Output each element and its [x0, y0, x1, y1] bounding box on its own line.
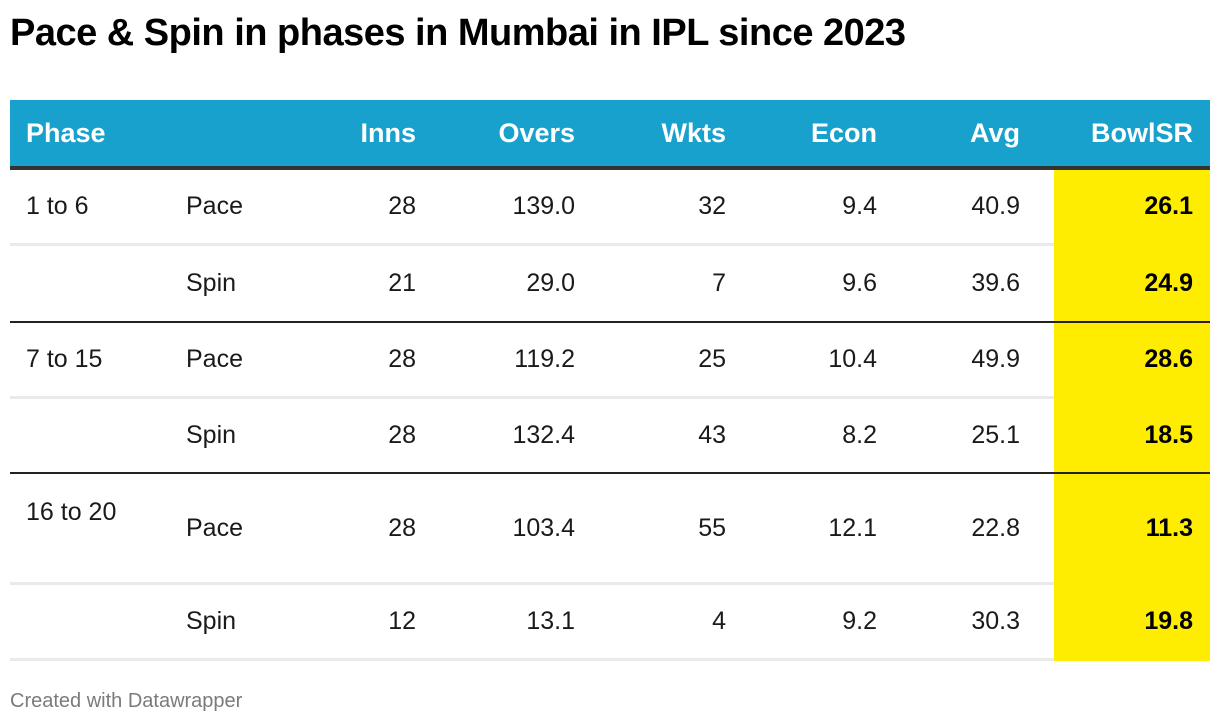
- cell-bowlsr: 11.3: [1145, 514, 1193, 542]
- cell-inns: 28: [388, 345, 416, 373]
- bowlsr-highlight: [1054, 399, 1210, 472]
- cell-econ: 8.2: [842, 421, 877, 449]
- table-row: Spin 28 132.4 43 8.2 25.1 18.5: [10, 399, 1210, 474]
- data-table: Phase Inns Overs Wkts Econ Avg BowlSR 1 …: [10, 100, 1210, 661]
- cell-econ: 10.4: [828, 345, 877, 373]
- cell-bowler-type: Pace: [186, 345, 243, 373]
- table-row: Spin 12 13.1 4 9.2 30.3 19.8: [10, 585, 1210, 661]
- header-wkts[interactable]: Wkts: [661, 118, 726, 148]
- bowlsr-highlight: [1054, 170, 1210, 246]
- cell-wkts: 7: [712, 269, 726, 297]
- cell-overs: 132.4: [512, 421, 575, 449]
- cell-econ: 9.4: [842, 192, 877, 220]
- cell-bowler-type: Spin: [186, 269, 237, 297]
- cell-bowler-type: Pace: [186, 514, 243, 542]
- cell-avg: 49.9: [971, 345, 1020, 373]
- cell-bowlsr: 28.6: [1144, 345, 1193, 373]
- cell-overs: 13.1: [526, 607, 575, 635]
- cell-bowlsr: 24.9: [1144, 269, 1193, 297]
- cell-avg: 39.6: [971, 269, 1020, 297]
- bowlsr-highlight: [1054, 474, 1210, 585]
- cell-inns: 28: [388, 514, 416, 542]
- bowlsr-highlight: [1054, 323, 1210, 399]
- cell-bowler-type: Spin: [186, 421, 237, 449]
- bowlsr-highlight: [1054, 585, 1210, 661]
- cell-bowler-type: Pace: [186, 192, 243, 220]
- cell-wkts: 25: [698, 345, 726, 373]
- cell-inns: 21: [388, 269, 416, 297]
- table-header: Phase Inns Overs Wkts Econ Avg BowlSR: [10, 100, 1210, 170]
- cell-inns: 28: [388, 192, 416, 220]
- cell-phase: 7 to 15: [26, 345, 103, 373]
- credit-footer: Created with Datawrapper: [10, 690, 243, 712]
- cell-wkts: 43: [698, 421, 726, 449]
- cell-bowlsr: 19.8: [1144, 607, 1193, 635]
- cell-bowlsr: 18.5: [1144, 421, 1193, 449]
- cell-avg: 25.1: [971, 421, 1020, 449]
- cell-phase: 1 to 6: [26, 192, 89, 220]
- cell-phase: 16 to 20: [26, 498, 117, 526]
- table-row: 1 to 6 Pace 28 139.0 32 9.4 40.9 26.1: [10, 170, 1210, 246]
- cell-avg: 30.3: [971, 607, 1020, 635]
- cell-overs: 103.4: [512, 514, 575, 542]
- cell-overs: 29.0: [526, 269, 575, 297]
- cell-econ: 9.6: [842, 269, 877, 297]
- cell-bowlsr: 26.1: [1144, 192, 1193, 220]
- cell-wkts: 32: [698, 192, 726, 220]
- chart-title: Pace & Spin in phases in Mumbai in IPL s…: [10, 12, 906, 54]
- cell-overs: 119.2: [514, 345, 575, 373]
- bowlsr-highlight: [1054, 246, 1210, 321]
- header-bowlsr[interactable]: BowlSR: [1090, 118, 1193, 148]
- cell-bowler-type: Spin: [186, 607, 237, 635]
- table-row: 16 to 20 Pace 28 103.4 55 12.1 22.8 11.3: [10, 474, 1210, 585]
- cell-econ: 12.1: [828, 514, 877, 542]
- cell-avg: 40.9: [971, 192, 1020, 220]
- cell-inns: 28: [388, 421, 416, 449]
- header-inns[interactable]: Inns: [360, 118, 416, 148]
- table-row: Spin 21 29.0 7 9.6 39.6 24.9: [10, 246, 1210, 323]
- table-body: 1 to 6 Pace 28 139.0 32 9.4 40.9 26.1 Spin 21 29.0…: [10, 170, 1210, 661]
- header-overs[interactable]: Overs: [498, 118, 575, 148]
- cell-inns: 12: [388, 607, 416, 635]
- cell-wkts: 4: [712, 607, 726, 635]
- header-econ[interactable]: Econ: [810, 118, 877, 148]
- header-phase[interactable]: Phase: [26, 118, 106, 148]
- table-row: 7 to 15 Pace 28 119.2 25 10.4 49.9 28.6: [10, 323, 1210, 399]
- cell-wkts: 55: [698, 514, 726, 542]
- cell-econ: 9.2: [842, 607, 877, 635]
- cell-overs: 139.0: [512, 192, 575, 220]
- cell-avg: 22.8: [971, 514, 1020, 542]
- header-avg[interactable]: Avg: [969, 118, 1020, 148]
